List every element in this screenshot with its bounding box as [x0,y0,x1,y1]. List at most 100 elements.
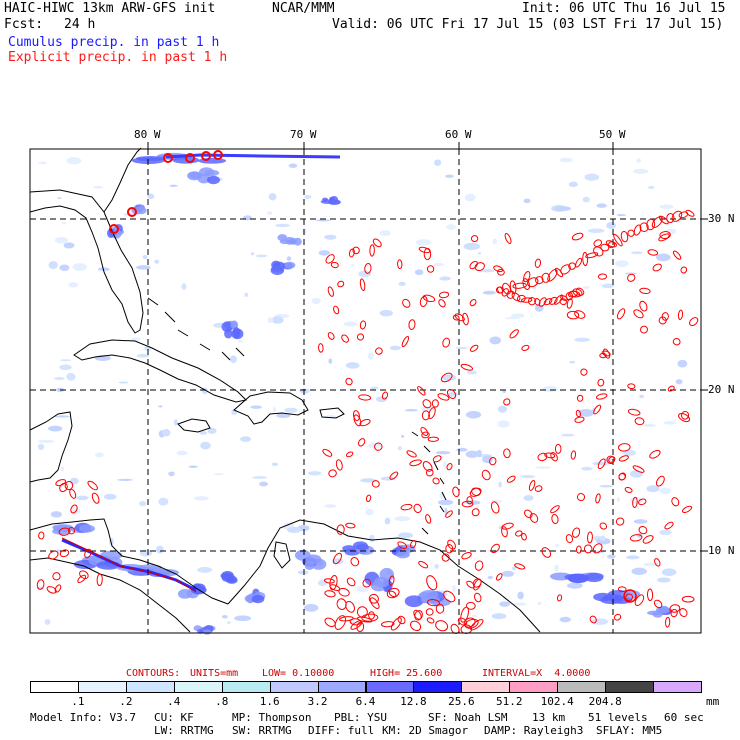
explicit-contour [446,388,457,399]
cumulus-cell [244,292,249,297]
explicit-contour [671,210,683,222]
cumulus-cell [272,406,277,413]
cumulus-cell [44,618,51,625]
explicit-contour [418,246,431,254]
explicit-contour [639,287,651,295]
cumulus-cell [435,450,451,455]
cumulus-cell [498,481,503,488]
explicit-contour [535,276,544,285]
cumulus-cell [559,157,573,163]
explicit-contour [613,233,623,247]
hispaniola-outline [233,391,309,425]
explicit-contour [409,459,422,467]
cumulus-cell [158,405,163,408]
cumulus-cell [144,346,152,351]
footer-cu: CU: KF [154,711,194,724]
colorbar-label: 6.4 [355,695,376,708]
cumulus-cell [492,238,498,245]
explicit-contour [452,314,460,321]
cumulus-cell [197,566,213,573]
cumulus-cell [59,364,72,371]
cumulus-cell [554,564,559,572]
contours-label: CONTOURS: [126,668,181,679]
explicit-contour [359,320,367,330]
explicit-contour [369,597,380,610]
explicit-contour [617,586,627,593]
cumulus-cell [566,582,583,589]
cumulus-cell [221,614,228,619]
cumulus-cell-heavy [52,527,71,535]
explicit-contour [653,599,663,609]
contours-interval: INTERVAL=X 4.0000 [482,668,591,679]
explicit-contour [685,209,695,217]
explicit-contour [469,260,478,270]
cumulus-cell [452,585,456,593]
explicit-contour [599,522,608,530]
lesser-antilles [411,431,447,535]
explicit-contour [672,250,682,260]
cumulus-cell-heavy [230,320,239,330]
cumulus-cell [404,408,418,412]
explicit-contour [67,526,76,535]
explicit-contour [538,297,547,307]
explicit-contour [528,480,536,491]
explicit-contour [575,545,582,554]
explicit-contour [681,410,690,420]
explicit-contour [597,378,605,387]
cumulus-cell [229,355,238,364]
cumulus-cell [463,242,481,251]
explicit-contour [608,456,616,463]
cumulus-cell [502,390,506,393]
explicit-contour [642,535,654,544]
explicit-contour [474,262,485,272]
cumulus-cell [559,616,571,623]
explicit-contour [345,451,354,458]
florida-coast [29,189,144,334]
explicit-contour [437,393,450,401]
cumulus-cell [626,555,640,560]
cumulus-cell [591,618,609,625]
cumulus-cell [345,362,360,369]
colorbar-label: 102.4 [540,695,574,708]
cumulus-cell [95,452,104,458]
cumulus-cell [456,447,468,452]
cumulus-cell [68,282,79,288]
cumulus-cell [311,297,321,305]
cumulus-cell [297,570,309,575]
cumulus-cell-heavy [289,237,297,245]
cumulus-cell [193,496,210,501]
cumulus-cell [631,567,647,575]
cumulus-cell [375,396,388,403]
explicit-contour [410,620,422,632]
footer-diff: DIFF: full [308,724,375,737]
cumulus-cell-heavy [277,234,288,241]
cumulus-band-north [165,153,341,159]
explicit-contour [523,271,531,283]
explicit-contour [335,459,343,471]
explicit-contour [466,601,476,610]
explicit-contour [425,608,434,616]
explicit-contour [371,480,380,488]
colorbar-swatch [173,681,223,693]
cumulus-cell [584,173,600,181]
explicit-contour [521,344,530,351]
cumulus-cell-heavy [600,596,623,605]
explicit-contour [473,578,482,591]
cumulus-cell [465,450,479,458]
colorbar-swatch [30,681,79,693]
explicit-contour [36,579,45,590]
explicit-contour [560,264,571,275]
explicit-contour [406,450,417,458]
cumulus-cell [176,450,188,456]
explicit-contour [381,391,389,400]
explicit-contour [380,621,395,628]
explicit-contour [503,398,511,406]
cuba-outline [73,339,248,403]
explicit-contour [503,448,511,459]
cumulus-cell [633,168,649,174]
cumulus-cell [136,265,151,270]
cumulus-cell [481,455,494,464]
explicit-contour [652,263,662,272]
cumulus-cell [69,477,79,485]
cumulus-cell [616,496,620,503]
